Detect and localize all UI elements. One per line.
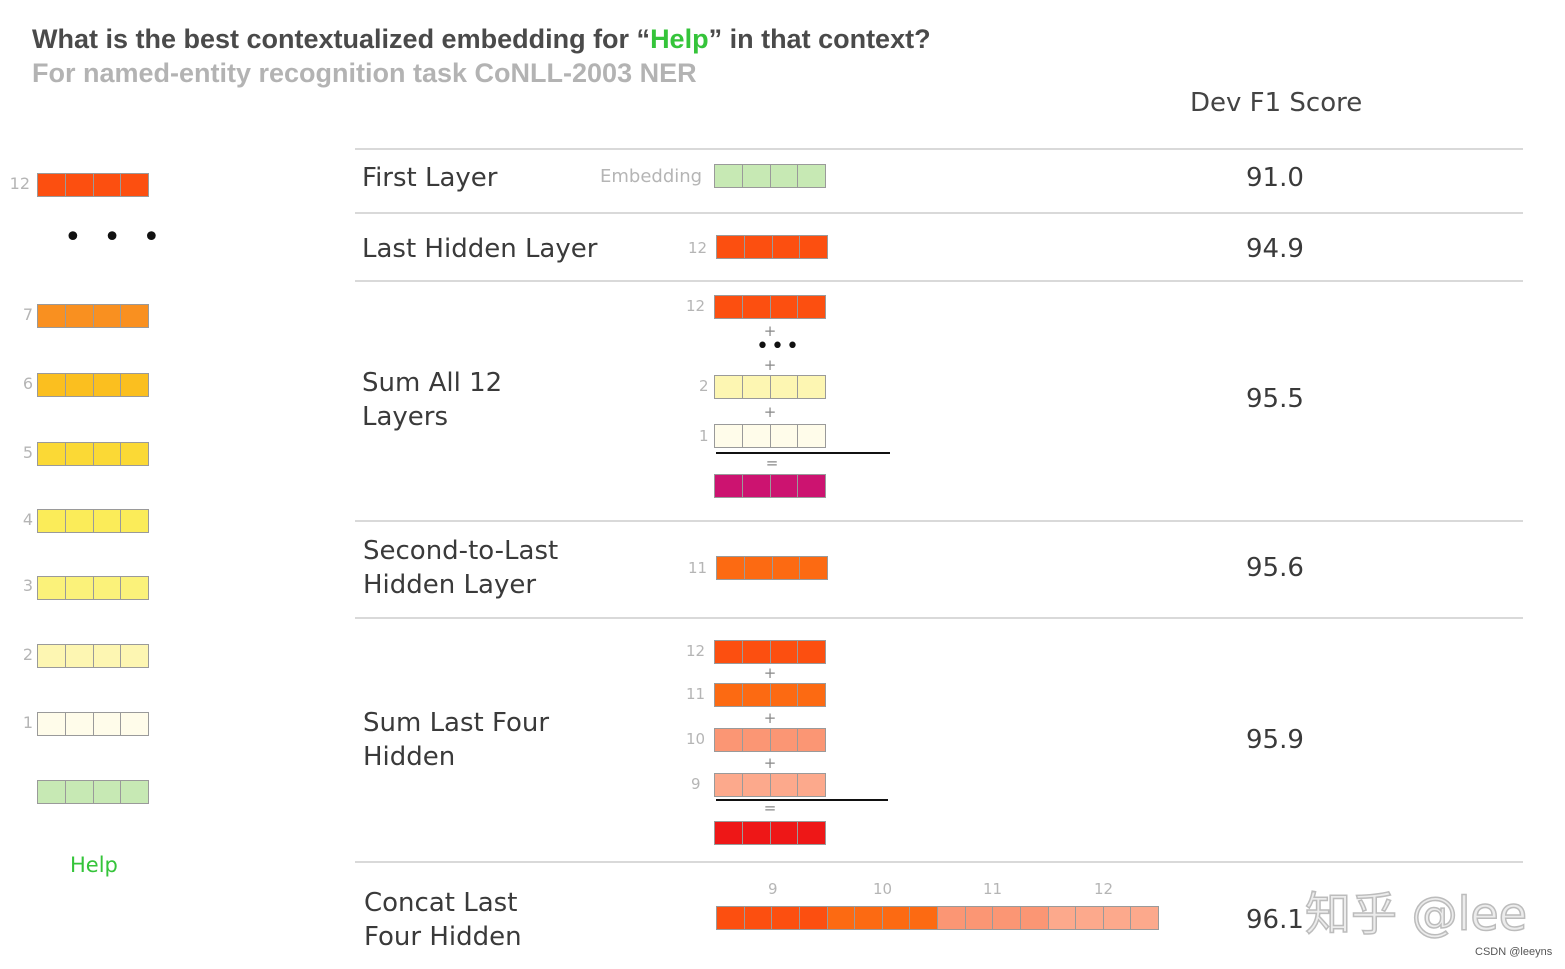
stack-layer-num: 12 — [9, 174, 30, 193]
row5-layer-9 — [714, 773, 826, 797]
row-label-last-hidden: Last Hidden Layer — [362, 234, 598, 264]
subtitle: For named-entity recognition task CoNLL-… — [32, 58, 697, 88]
stack-layer-4 — [37, 509, 149, 533]
help-word: Help — [70, 853, 118, 877]
stack-layer-num: 3 — [22, 576, 33, 595]
layer-num: 2 — [699, 377, 709, 395]
stack-layer-12 — [37, 173, 149, 197]
stack-layer-num: 1 — [22, 713, 33, 732]
layer-num: 11 — [688, 559, 708, 577]
row5-layer-11 — [714, 683, 826, 707]
stack-ellipsis: • • • — [64, 220, 167, 255]
sum-line — [716, 799, 888, 801]
score-sum-last-four: 95.9 — [1246, 725, 1304, 755]
watermark-zhihu: 知乎 @lee — [1304, 886, 1528, 942]
stack-layer-7 — [37, 304, 149, 328]
row-label-second-to-last: Second-to-Last Hidden Layer — [363, 536, 559, 600]
layer-num: 12 — [686, 297, 706, 315]
row-divider — [355, 148, 1523, 150]
concat-segment-10 — [826, 906, 937, 930]
stack-layer-6 — [37, 373, 149, 397]
layer-num: 10 — [686, 730, 706, 748]
score-last-hidden: 94.9 — [1246, 234, 1304, 264]
score-concat: 96.1 — [1246, 905, 1304, 935]
row5-sum-result — [714, 821, 826, 845]
layer-num: 9 — [691, 775, 701, 793]
row3-layer-12 — [714, 295, 826, 319]
title: What is the best contextualized embeddin… — [32, 24, 931, 54]
concat-segment-11 — [937, 906, 1048, 930]
layer-num: 12 — [1094, 880, 1114, 898]
title-highlight-word: Help — [650, 24, 709, 54]
row-label-concat: Concat Last Four Hidden — [364, 888, 522, 952]
concat-vector — [716, 906, 1159, 930]
stack-layer-1 — [37, 712, 149, 736]
ellipsis: ••• — [756, 334, 801, 359]
score-header: Dev F1 Score — [1190, 88, 1363, 118]
row-label-sum-all: Sum All 12 Layers — [362, 368, 503, 432]
layer-num: 10 — [873, 880, 893, 898]
equals-sign: = — [763, 799, 777, 817]
plus-sign: + — [763, 356, 777, 374]
equals-sign: = — [765, 454, 779, 472]
plus-sign: + — [763, 709, 777, 727]
row-divider — [355, 212, 1523, 214]
layer-num: 12 — [688, 239, 708, 257]
score-second-to-last: 95.6 — [1246, 553, 1304, 583]
stack-embedding — [37, 780, 149, 804]
row3-layer-2 — [714, 375, 826, 399]
row5-layer-12 — [714, 640, 826, 664]
row-divider — [355, 617, 1523, 619]
plus-sign: + — [763, 754, 777, 772]
stack-layer-num: 5 — [22, 443, 33, 462]
layer-num: 12 — [686, 642, 706, 660]
row-divider — [355, 280, 1523, 282]
stack-layer-num: 4 — [22, 510, 33, 529]
row5-layer-10 — [714, 728, 826, 752]
stack-layer-2 — [37, 644, 149, 668]
concat-segment-9 — [716, 906, 827, 930]
row3-layer-1 — [714, 424, 826, 448]
sum-line — [716, 452, 890, 454]
row3-sum-result — [714, 474, 826, 498]
row4-layer-11 — [716, 556, 828, 580]
row2-layer-12 — [716, 235, 828, 259]
plus-sign: + — [763, 322, 777, 340]
layer-num: 11 — [983, 880, 1003, 898]
plus-sign: + — [763, 403, 777, 421]
row-divider — [355, 520, 1523, 522]
score-sum-all: 95.5 — [1246, 384, 1304, 414]
stack-layer-3 — [37, 576, 149, 600]
row-divider — [355, 861, 1523, 863]
stack-layer-5 — [37, 442, 149, 466]
layer-num: 11 — [686, 685, 706, 703]
plus-sign: + — [763, 664, 777, 682]
stack-layer-num: 6 — [22, 374, 33, 393]
layer-num: 1 — [699, 427, 709, 445]
embedding-label: Embedding — [600, 166, 703, 187]
row-label-sum-last-four: Sum Last Four Hidden — [363, 708, 550, 772]
score-first-layer: 91.0 — [1246, 163, 1304, 193]
stack-layer-num: 7 — [22, 305, 33, 324]
layer-num: 9 — [768, 880, 778, 898]
row1-embedding-vector — [714, 164, 826, 188]
row-label-first-layer: First Layer — [362, 163, 498, 193]
watermark-csdn: CSDN @leeyns — [1475, 946, 1553, 958]
concat-segment-12 — [1047, 906, 1159, 930]
stack-layer-num: 2 — [22, 645, 33, 664]
